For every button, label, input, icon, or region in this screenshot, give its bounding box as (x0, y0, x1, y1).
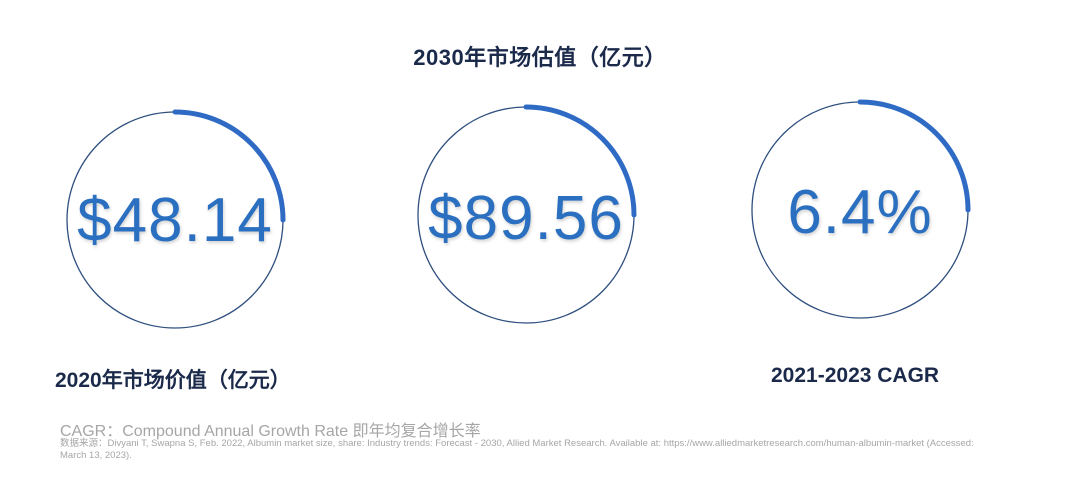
page-title: 2030年市场估值（亿元） (413, 45, 667, 70)
data-source: 数据来源：Divyani T, Swapna S, Feb. 2022, Alb… (60, 438, 974, 461)
metric-value: 6.4% (787, 178, 933, 247)
metric-value: $89.56 (428, 184, 624, 253)
metric-value: $48.14 (77, 186, 273, 255)
metric-circle-cagr: 6.4% (750, 99, 971, 320)
metric-label-2020: 2020年市场价值（亿元） (55, 369, 291, 392)
metric-circle-2020-value: $48.14 (65, 109, 286, 330)
circle-ring (751, 99, 971, 319)
circle-ring (417, 104, 637, 324)
metric-label-cagr: 2021-2023 CAGR (771, 364, 940, 387)
metric-circle-2030-value: $89.56 (416, 104, 637, 325)
circle-ring (66, 109, 286, 329)
cagr-footnote: CAGR：Compound Annual Growth Rate 即年均复合增长… (60, 423, 481, 440)
